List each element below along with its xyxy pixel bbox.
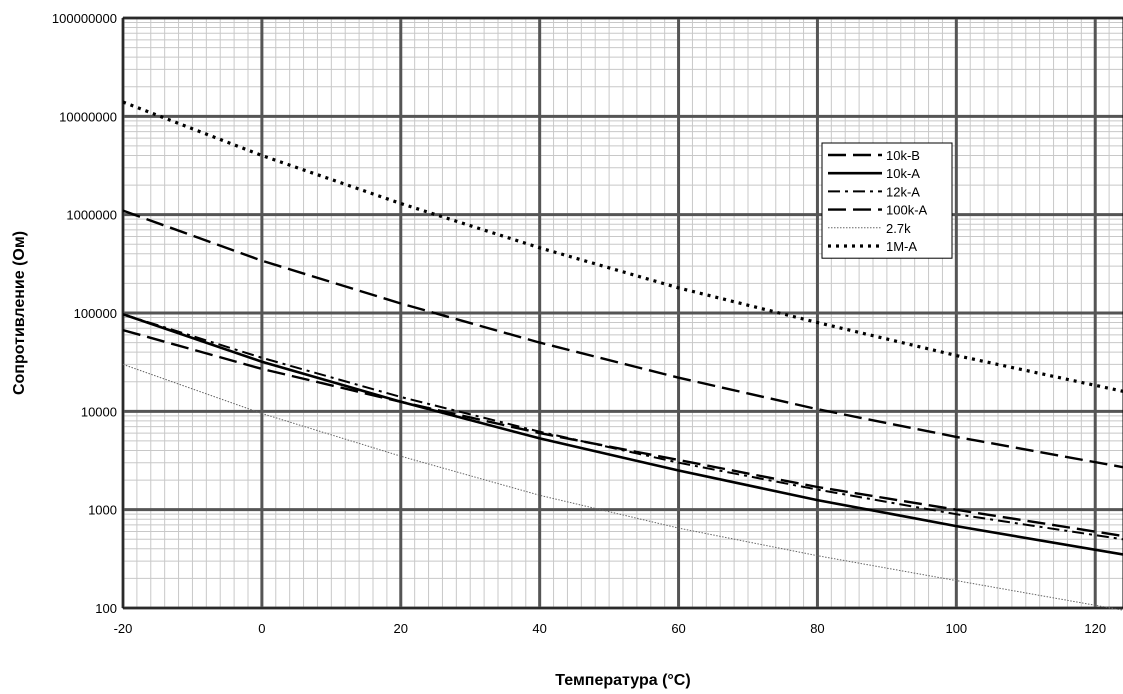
x-tick-label: 120	[1084, 621, 1106, 636]
y-axis-ticks: 100 1000 10000 100000 1000000 10000000 1000000…	[52, 11, 117, 616]
x-tick-label: 60	[671, 621, 685, 636]
legend-label-10k-a: 10k-A	[886, 166, 920, 181]
series-line-10k-a	[122, 313, 1123, 556]
x-tick-label: 80	[810, 621, 824, 636]
legend-box	[821, 142, 953, 259]
x-axis-title: Температура (°C)	[555, 672, 690, 689]
x-tick-label: 20	[394, 621, 408, 636]
legend-label-2-7k: 2.7k	[886, 221, 911, 236]
x-tick-label: 0	[258, 621, 265, 636]
series-line-12k-a	[122, 313, 1123, 541]
series-line-100k-a	[122, 209, 1123, 469]
x-tick-label: 100	[945, 621, 967, 636]
y-tick-label: 10000	[81, 404, 117, 419]
series-layer	[122, 100, 1123, 611]
legend: 10k-B 10k-A 12k-A 100k-A 2.7k 1M-A	[821, 142, 953, 259]
legend-label-10k-b: 10k-B	[886, 148, 920, 163]
series-line-2-7k	[122, 363, 1123, 611]
y-axis-title: Сопротивление (Ом)	[11, 231, 28, 395]
x-axis-ticks: -20 0 20 40 60 80 100 120	[114, 621, 1106, 636]
y-tick-label: 10000000	[59, 109, 117, 124]
y-tick-label: 100000000	[52, 11, 117, 26]
y-tick-label: 100	[95, 601, 117, 616]
y-tick-label: 1000000	[66, 208, 117, 223]
y-tick-label: 100000	[74, 306, 117, 321]
x-tick-label: 40	[532, 621, 546, 636]
legend-label-100k-a: 100k-A	[886, 203, 928, 218]
y-tick-label: 1000	[88, 503, 117, 518]
plot-area-frame	[122, 17, 1123, 609]
legend-label-1m-a: 1M-A	[886, 239, 917, 254]
series-line-1m-a	[122, 100, 1123, 393]
x-tick-label: -20	[114, 621, 133, 636]
legend-label-12k-a: 12k-A	[886, 184, 920, 199]
